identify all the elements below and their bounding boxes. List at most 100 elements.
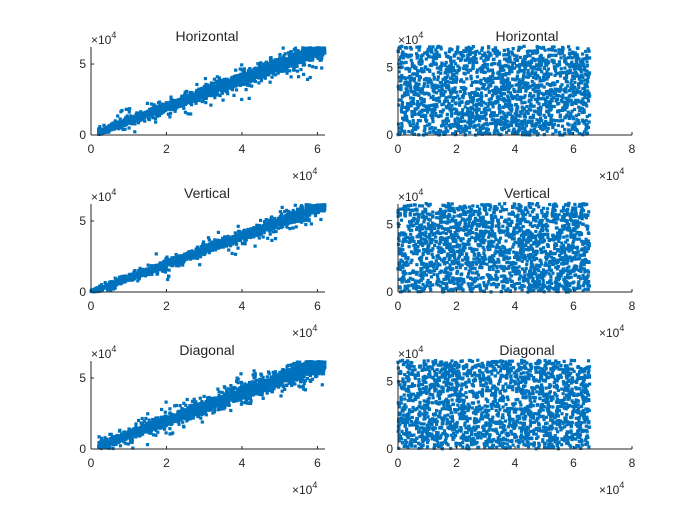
scatter-point [263,73,267,77]
scatter-point [404,54,408,58]
scatter-point [467,60,471,64]
scatter-point [415,92,419,96]
scatter-point [472,60,476,64]
scatter-point [522,96,526,100]
scatter-point [474,57,478,61]
scatter-point [530,124,534,128]
scatter-point [494,126,498,130]
scatter-point [429,96,433,100]
scatter-point [571,64,575,68]
scatter-point [562,54,566,58]
scatter-point [453,69,457,73]
scatter-point [486,86,490,90]
scatter-point [549,72,553,76]
scatter-point [296,51,300,55]
scatter-point [532,65,537,69]
scatter-point [488,122,492,126]
scatter-point [197,98,201,103]
scatter-point [153,109,157,113]
scatter-point [451,97,455,101]
scatter-point [273,64,278,68]
scatter-point [444,122,448,126]
scatter-point [203,77,207,81]
scatter-point [542,72,546,76]
scatter-point [407,130,411,134]
scatter-point [150,114,154,118]
scatter-point [129,116,133,120]
scatter-point [417,93,421,97]
scatter-point [416,53,420,57]
scatter-point [451,80,455,84]
scatter-point [469,74,473,78]
scatter-point [202,84,207,88]
scatter-point [571,75,575,79]
scatter-point [401,54,405,58]
scatter-point [403,91,407,95]
scatter-point [480,46,484,50]
scatter-point [440,103,444,107]
scatter-point [502,68,506,72]
scatter-point [241,76,245,80]
scatter-point [143,114,147,118]
scatter-point [449,70,453,74]
scatter-point [462,66,466,71]
scatter-point [583,78,588,82]
scatter-point [528,54,532,58]
scatter-point [477,97,481,102]
scatter-point [511,120,515,124]
scatter-point [465,68,469,72]
scatter-point [540,70,544,74]
scatter-point [410,113,414,117]
scatter-point [584,89,588,93]
scatter-point [269,58,273,62]
scatter-point [583,83,587,88]
scatter-point [582,130,587,134]
scatter-point [127,110,131,114]
scatter-point [302,63,307,67]
scatter-point [293,64,297,68]
scatter-point [418,102,422,107]
scatter-point [409,47,413,51]
scatter-point [127,118,131,122]
scatter-point [523,94,527,98]
scatter-point [507,72,511,76]
scatter-point [587,120,591,124]
scatter-point [264,218,268,222]
scatter-point [289,50,293,54]
scatter-point [422,84,426,89]
scatter-point [312,52,316,56]
scatter-point [559,85,563,89]
scatter-point [527,85,531,89]
scatter-point [246,80,250,84]
scatter-point [437,89,441,93]
scatter-point [532,104,536,108]
scatter-point [206,84,210,88]
scatter-point [191,99,195,103]
scatter-point [268,80,272,84]
scatter-point [579,59,583,64]
scatter-point [431,117,435,121]
scatter-point [460,127,464,131]
scatter-point [457,111,461,115]
scatter-point [223,77,227,82]
scatter-point [515,105,520,109]
scatter-point [586,75,590,79]
scatter-point [110,123,114,127]
scatter-point [288,227,292,231]
scatter-point [547,83,551,87]
scatter-point [431,107,435,111]
scatter-point [194,100,198,104]
scatter-point [431,72,435,76]
scatter-point [570,78,574,82]
scatter-point [223,83,227,87]
scatter-point [479,95,483,99]
scatter-point [282,57,286,61]
scatter-point [498,91,503,95]
scatter-point [495,113,499,118]
scatter-point [545,95,549,99]
scatter-point [530,79,534,84]
scatter-point [240,81,244,85]
scatter-point [543,124,547,128]
scatter-point [530,70,534,74]
scatter-point [473,90,477,94]
